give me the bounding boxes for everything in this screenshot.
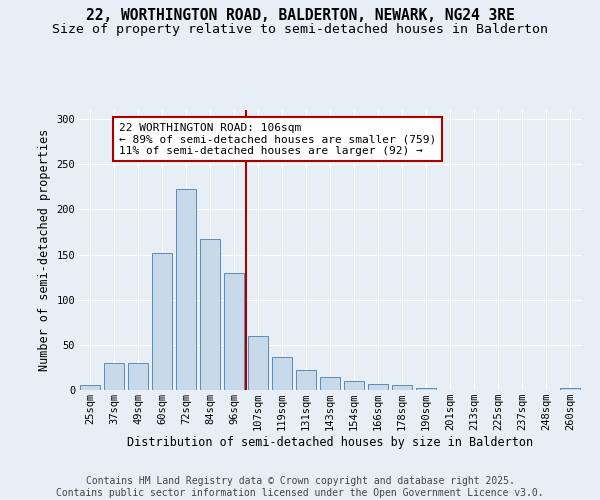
Bar <box>152 252 172 390</box>
Bar <box>272 358 292 390</box>
Bar <box>200 239 220 390</box>
Bar <box>296 370 316 390</box>
Bar <box>344 381 364 390</box>
Bar <box>224 272 244 390</box>
Bar <box>80 384 100 390</box>
Text: 22, WORTHINGTON ROAD, BALDERTON, NEWARK, NG24 3RE: 22, WORTHINGTON ROAD, BALDERTON, NEWARK,… <box>86 8 514 22</box>
X-axis label: Distribution of semi-detached houses by size in Balderton: Distribution of semi-detached houses by … <box>127 436 533 449</box>
Bar <box>368 384 388 390</box>
Y-axis label: Number of semi-detached properties: Number of semi-detached properties <box>38 129 51 371</box>
Bar <box>560 388 580 390</box>
Bar <box>176 188 196 390</box>
Text: Size of property relative to semi-detached houses in Balderton: Size of property relative to semi-detach… <box>52 22 548 36</box>
Bar <box>416 388 436 390</box>
Bar <box>128 363 148 390</box>
Bar <box>320 378 340 390</box>
Bar <box>104 363 124 390</box>
Text: Contains HM Land Registry data © Crown copyright and database right 2025.
Contai: Contains HM Land Registry data © Crown c… <box>56 476 544 498</box>
Bar <box>248 336 268 390</box>
Bar <box>392 386 412 390</box>
Text: 22 WORTHINGTON ROAD: 106sqm
← 89% of semi-detached houses are smaller (759)
11% : 22 WORTHINGTON ROAD: 106sqm ← 89% of sem… <box>119 122 436 156</box>
